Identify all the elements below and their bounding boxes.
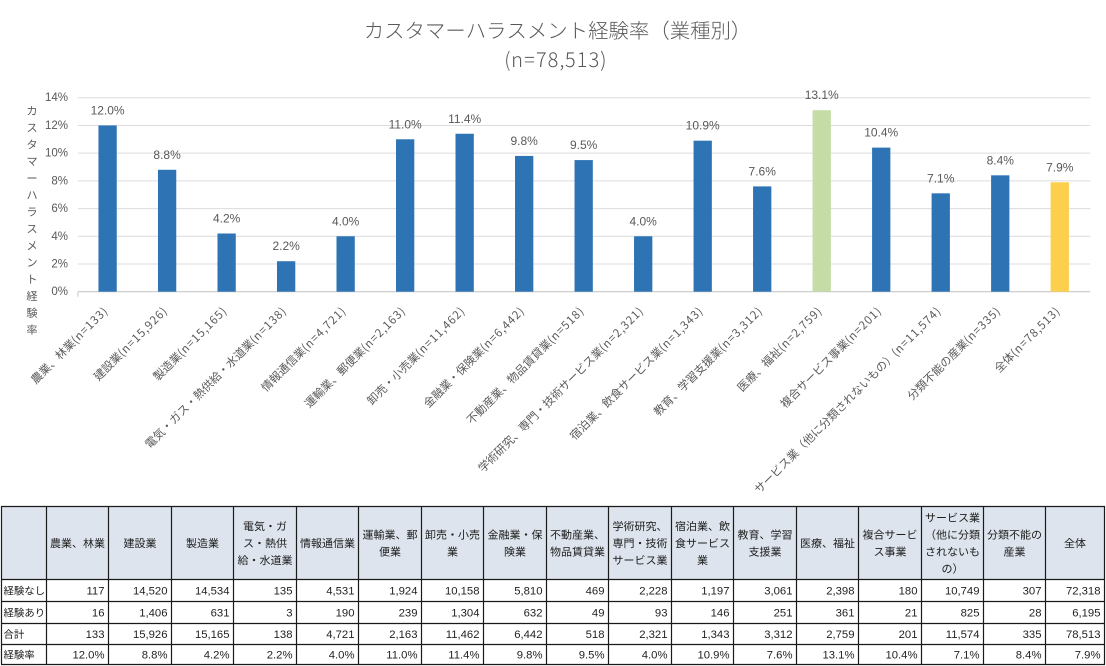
svg-text:14,520: 14,520: [133, 586, 168, 598]
svg-text:10%: 10%: [45, 148, 68, 160]
svg-text:6,195: 6,195: [1072, 608, 1100, 620]
svg-text:1,406: 1,406: [139, 608, 167, 620]
svg-text:2,398: 2,398: [826, 586, 854, 598]
svg-text:335: 335: [1023, 629, 1042, 641]
svg-text:9.8%: 9.8%: [517, 650, 543, 662]
svg-text:4,721: 4,721: [326, 629, 354, 641]
svg-text:2%: 2%: [51, 258, 68, 270]
svg-text:28: 28: [1029, 608, 1042, 620]
svg-text:7.9%: 7.9%: [1046, 160, 1074, 174]
svg-text:4.0%: 4.0%: [332, 214, 360, 228]
svg-text:117: 117: [86, 586, 104, 598]
svg-text:2,163: 2,163: [389, 629, 417, 641]
svg-text:8.8%: 8.8%: [153, 148, 181, 162]
svg-text:6,442: 6,442: [514, 629, 542, 641]
svg-text:13.1%: 13.1%: [805, 88, 839, 102]
svg-text:10.4%: 10.4%: [864, 126, 898, 140]
svg-text:16: 16: [92, 608, 105, 620]
svg-text:201: 201: [899, 629, 918, 641]
svg-text:190: 190: [336, 608, 355, 620]
svg-text:1,343: 1,343: [701, 629, 729, 641]
svg-text:4%: 4%: [51, 231, 68, 243]
svg-text:10.4%: 10.4%: [885, 650, 917, 662]
svg-text:133: 133: [86, 629, 105, 641]
svg-text:4.0%: 4.0%: [329, 650, 355, 662]
svg-text:3,061: 3,061: [764, 586, 792, 598]
svg-text:135: 135: [274, 586, 293, 598]
svg-text:5,810: 5,810: [514, 586, 542, 598]
svg-text:14%: 14%: [45, 92, 68, 104]
svg-text:9.5%: 9.5%: [570, 138, 598, 152]
svg-text:631: 631: [211, 608, 230, 620]
svg-text:2.2%: 2.2%: [267, 650, 293, 662]
svg-text:2,759: 2,759: [826, 629, 854, 641]
svg-text:1,924: 1,924: [389, 586, 417, 598]
svg-text:4.0%: 4.0%: [642, 650, 668, 662]
svg-text:0%: 0%: [51, 286, 68, 298]
svg-text:7.6%: 7.6%: [767, 650, 793, 662]
svg-text:10,158: 10,158: [445, 586, 480, 598]
svg-text:307: 307: [1023, 586, 1042, 598]
svg-text:251: 251: [774, 608, 793, 620]
svg-text:138: 138: [274, 629, 293, 641]
svg-text:146: 146: [711, 608, 730, 620]
svg-text:3,312: 3,312: [764, 629, 792, 641]
svg-text:49: 49: [592, 608, 605, 620]
svg-text:7.1%: 7.1%: [927, 171, 955, 185]
svg-text:78,513: 78,513: [1066, 629, 1101, 641]
svg-text:11,574: 11,574: [946, 629, 980, 641]
svg-text:239: 239: [399, 608, 418, 620]
svg-text:1,304: 1,304: [451, 608, 479, 620]
svg-text:72,318: 72,318: [1066, 586, 1101, 598]
svg-text:11.4%: 11.4%: [448, 650, 479, 662]
svg-text:10.9%: 10.9%: [697, 650, 729, 662]
svg-text:1,197: 1,197: [701, 586, 729, 598]
svg-text:9.8%: 9.8%: [510, 134, 538, 148]
svg-text:13.1%: 13.1%: [822, 650, 854, 662]
svg-text:8%: 8%: [51, 175, 68, 187]
svg-text:11.0%: 11.0%: [386, 650, 417, 662]
svg-text:2,321: 2,321: [639, 629, 667, 641]
svg-text:8.4%: 8.4%: [1016, 650, 1042, 662]
svg-text:825: 825: [961, 608, 980, 620]
svg-text:2.2%: 2.2%: [272, 239, 300, 253]
svg-text:4,531: 4,531: [326, 586, 354, 598]
svg-text:4.2%: 4.2%: [213, 212, 241, 226]
svg-text:8.4%: 8.4%: [987, 153, 1015, 167]
svg-text:518: 518: [586, 629, 605, 641]
svg-text:9.5%: 9.5%: [579, 650, 605, 662]
svg-text:11.0%: 11.0%: [389, 117, 422, 131]
svg-text:3: 3: [286, 608, 292, 620]
svg-text:180: 180: [899, 586, 918, 598]
svg-text:4.0%: 4.0%: [630, 214, 658, 228]
svg-text:14,534: 14,534: [195, 586, 230, 598]
svg-text:361: 361: [836, 608, 855, 620]
svg-text:10.9%: 10.9%: [686, 119, 720, 133]
svg-text:7.1%: 7.1%: [954, 650, 980, 662]
svg-text:21: 21: [905, 608, 918, 620]
svg-text:8.8%: 8.8%: [142, 650, 168, 662]
svg-text:11.4%: 11.4%: [448, 112, 481, 126]
svg-text:93: 93: [655, 608, 668, 620]
svg-text:10,749: 10,749: [945, 586, 980, 598]
svg-text:469: 469: [586, 586, 605, 598]
svg-text:15,926: 15,926: [133, 629, 168, 641]
svg-text:2,228: 2,228: [639, 586, 667, 598]
svg-text:11,462: 11,462: [446, 629, 480, 641]
svg-text:7.9%: 7.9%: [1075, 650, 1101, 662]
svg-text:6%: 6%: [51, 203, 68, 215]
svg-text:12.0%: 12.0%: [72, 650, 104, 662]
svg-text:4.2%: 4.2%: [204, 650, 230, 662]
svg-text:12%: 12%: [45, 120, 68, 132]
svg-text:12.0%: 12.0%: [91, 103, 125, 117]
svg-text:7.6%: 7.6%: [749, 164, 777, 178]
svg-text:15,165: 15,165: [195, 629, 230, 641]
svg-text:632: 632: [524, 608, 543, 620]
